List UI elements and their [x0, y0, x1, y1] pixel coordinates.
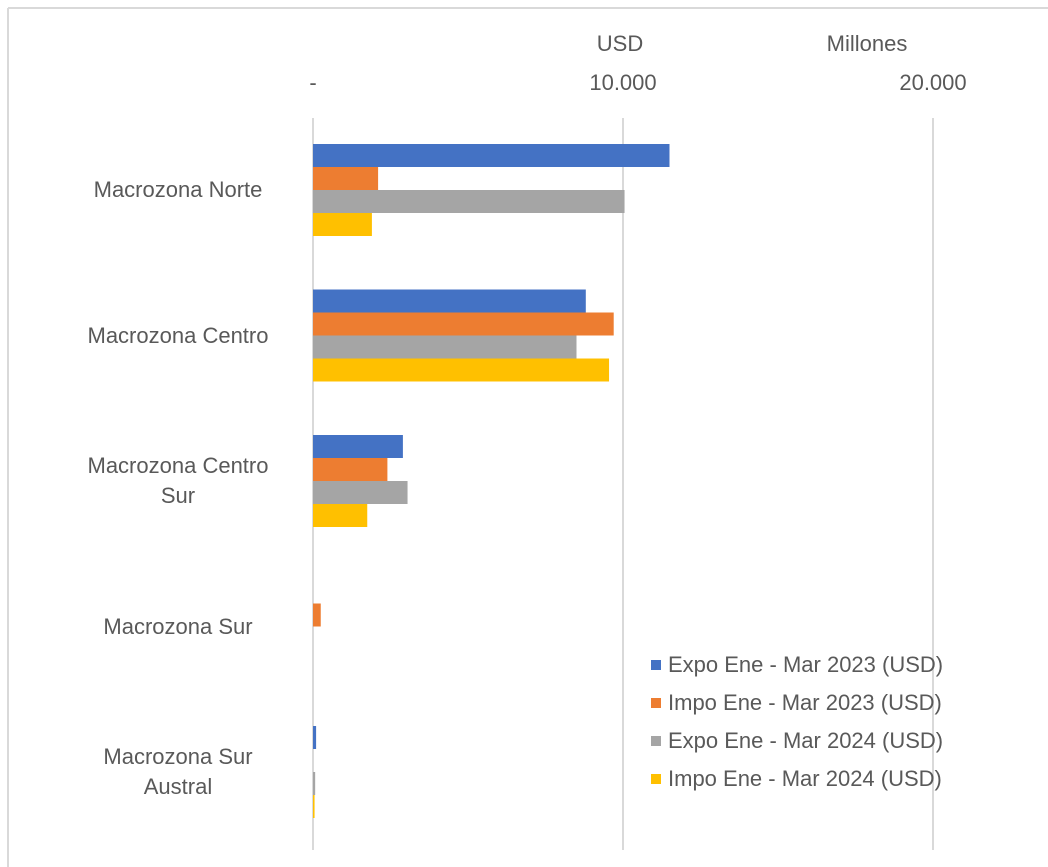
y-tick-label: Macrozona Centro	[87, 322, 269, 348]
legend-label: Expo Ene - Mar 2023 (USD)	[668, 652, 943, 677]
legend-swatch	[651, 660, 661, 670]
bar	[313, 504, 368, 527]
y-tick-label: Macrozona Sur Austral	[103, 744, 253, 799]
y-tick-label: Macrozona Centro Sur	[87, 453, 269, 508]
legend-swatch	[651, 698, 661, 708]
bar	[313, 213, 372, 236]
bar	[313, 167, 379, 190]
bar	[313, 458, 388, 481]
legend-label: Expo Ene - Mar 2024 (USD)	[668, 728, 943, 753]
x-tick-label: 10.000	[589, 70, 656, 95]
x-tick-label: 20.000	[899, 70, 966, 95]
unit-label: Millones	[827, 31, 908, 56]
bar	[313, 772, 316, 795]
unit-label: USD	[597, 31, 643, 56]
bar	[313, 603, 321, 627]
x-tick-label: -	[309, 70, 316, 95]
legend-label: Impo Ene - Mar 2023 (USD)	[668, 690, 942, 715]
y-tick-label: Macrozona Norte	[93, 177, 263, 202]
bar	[313, 335, 577, 359]
bar	[313, 190, 625, 213]
bar	[313, 312, 614, 336]
bar	[313, 144, 670, 167]
bar	[313, 435, 403, 458]
legend-label: Impo Ene - Mar 2024 (USD)	[668, 766, 942, 791]
bar	[313, 795, 315, 818]
bar	[313, 481, 408, 504]
legend-swatch	[651, 774, 661, 784]
y-tick-label: Macrozona Sur	[103, 613, 253, 639]
legend-swatch	[651, 736, 661, 746]
bar	[313, 726, 317, 749]
bar	[313, 358, 610, 382]
bar	[313, 289, 586, 313]
